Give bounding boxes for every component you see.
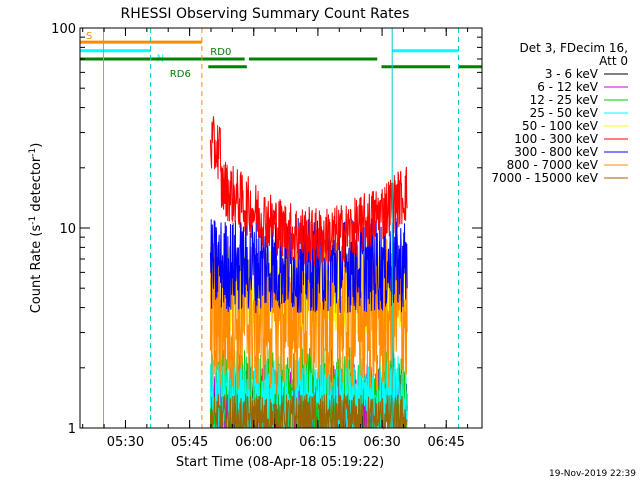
x-tick-label-3: 06:15 — [299, 435, 336, 450]
flag-label-S: S — [86, 31, 92, 42]
y-tick-label-0: 1 — [68, 422, 76, 437]
series-line-100-300keV — [209, 116, 408, 266]
legend-label-7: 800 - 7000 keV — [507, 158, 599, 172]
y-axis-label-end: ) — [29, 143, 44, 148]
footer-date: 19-Nov-2019 22:39 — [549, 469, 636, 479]
x-tick-label-4: 06:30 — [363, 435, 400, 450]
legend-label-4: 50 - 100 keV — [522, 119, 599, 133]
axes-layer: 05:30 05:45 06:00 06:15 06:30 06:45 1 10 100 — [51, 22, 482, 450]
legend-header-line-1: Det 3, FDecim 16, — [520, 41, 628, 55]
legend-label-1: 6 - 12 keV — [537, 80, 599, 94]
flags-layer: SNRD0RD6 — [80, 31, 482, 80]
flag-label-RD6: RD6 — [170, 69, 191, 80]
legend-label-0: 3 - 6 keV — [545, 67, 599, 81]
y-axis-label-mid: detector — [29, 156, 44, 216]
legend-label-2: 12 - 25 keV — [530, 93, 599, 107]
x-tick-label-1: 05:45 — [171, 435, 208, 450]
chart-title: RHESSI Observing Summary Count Rates — [121, 6, 410, 22]
vline-layer — [103, 28, 459, 428]
y-axis-label-main: Count Rate (s — [29, 225, 44, 314]
legend-label-5: 100 - 300 keV — [514, 132, 598, 146]
x-tick-label-0: 05:30 — [107, 435, 144, 450]
x-tick-label-5: 06:45 — [427, 435, 464, 450]
legend-label-3: 25 - 50 keV — [530, 106, 599, 120]
y-axis-label-sup1: -1 — [28, 216, 38, 225]
y-tick-label-1: 10 — [59, 222, 76, 237]
data-layer — [209, 116, 408, 430]
legend-label-6: 300 - 800 keV — [514, 145, 598, 159]
flag-label-RD0: RD0 — [210, 47, 231, 58]
legend-header-line-2: Att 0 — [599, 54, 628, 68]
series-line-300-800keV — [209, 217, 408, 314]
x-axis-label: Start Time (08-Apr-18 05:19:22) — [176, 455, 384, 470]
y-tick-label-2: 100 — [51, 22, 76, 37]
y-axis-label-sup2: -1 — [28, 148, 38, 157]
y-axis-label: Count Rate (s-1 detector-1) — [28, 143, 44, 314]
legend-label-8: 7000 - 15000 keV — [491, 171, 598, 185]
x-tick-label-2: 06:00 — [235, 435, 272, 450]
